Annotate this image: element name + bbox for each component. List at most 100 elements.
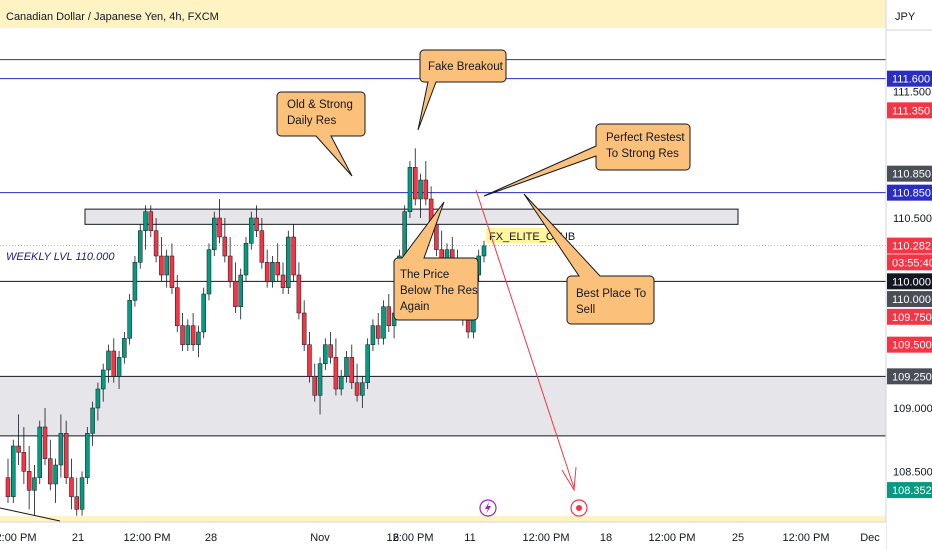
candle <box>74 477 80 516</box>
candle <box>254 205 259 237</box>
target-event-icon[interactable] <box>570 499 588 517</box>
svg-text:111.350: 111.350 <box>892 105 930 117</box>
candle <box>227 237 233 288</box>
time-tick-label: 25 <box>732 532 744 544</box>
candles-layer <box>5 148 487 516</box>
candle <box>95 382 101 421</box>
candle <box>37 420 42 484</box>
price-tick-label: 109.000 <box>893 403 932 415</box>
callout-fake-breakout[interactable]: Fake Breakout <box>417 49 507 131</box>
callout-best-place[interactable]: Best Place To Sell <box>523 193 655 325</box>
candle <box>137 224 143 269</box>
candle <box>32 465 37 516</box>
candle <box>174 275 180 332</box>
time-tick-label: 2:00 PM <box>0 532 36 544</box>
candle <box>42 408 48 465</box>
candle <box>201 287 206 339</box>
price-tick-label: 110.500 <box>893 213 932 225</box>
candle <box>217 199 222 244</box>
price-ticks-layer: 111.500 110.500 109.000 108.500 <box>893 86 932 478</box>
price-badge: 110.850 <box>887 165 932 182</box>
candle <box>79 471 85 516</box>
time-tick-label: 21 <box>72 532 84 544</box>
candle <box>412 148 418 206</box>
callout-perfect-retest-line2: To Strong Res <box>606 148 679 160</box>
sell-arrow <box>475 189 577 492</box>
price-badges-layer: 111.600 111.350 110.850 110.850 110.282 03:55… <box>887 70 932 499</box>
candle <box>212 211 217 256</box>
candle <box>286 230 291 294</box>
candle <box>249 211 254 250</box>
price-tick-label: 108.500 <box>893 466 932 478</box>
candle <box>354 363 360 402</box>
currency-label[interactable]: JPY <box>895 11 916 23</box>
candle <box>63 420 69 484</box>
candle <box>291 224 296 282</box>
candle <box>196 325 201 358</box>
candle <box>111 338 117 383</box>
callout-best-place-line2: Sell <box>576 304 595 316</box>
candle <box>381 300 386 345</box>
candle <box>127 294 132 345</box>
weekly-level-label: WEEKLY LVL 110.000 <box>6 251 115 263</box>
candle <box>148 205 154 237</box>
candle <box>344 351 349 383</box>
svg-text:110.850: 110.850 <box>892 169 931 181</box>
time-tick-label: 12:00 PM <box>648 532 695 544</box>
candle <box>53 458 58 503</box>
candle <box>275 243 280 282</box>
callout-price-below-line3: Again <box>400 301 429 313</box>
candle <box>338 370 344 396</box>
candle <box>190 313 196 351</box>
trendline-fragment <box>0 507 61 522</box>
zones-layer <box>0 208 886 436</box>
candle <box>280 262 286 294</box>
price-badge: 110.000 <box>887 273 932 290</box>
price-badge: 03:55:40 <box>887 254 932 271</box>
lightning-event-icon[interactable] <box>479 499 497 517</box>
zone-1 <box>0 376 886 436</box>
callout-old-strong-line2: Daily Res <box>287 115 336 127</box>
price-badge: 111.600 <box>887 70 932 87</box>
svg-text:110.000: 110.000 <box>892 276 931 288</box>
callout-fake-breakout-line1: Fake Breakout <box>428 61 504 73</box>
callout-old-strong[interactable]: Old & Strong Daily Res <box>276 91 366 177</box>
candle <box>270 256 275 288</box>
callout-price-below-line1: The Price <box>400 269 449 281</box>
time-tick-label: Dec <box>860 532 880 544</box>
callout-price-below[interactable]: The Price Below The Res Again <box>393 201 479 321</box>
time-tick-label: 12:00 PM <box>782 532 829 544</box>
candle <box>48 439 53 491</box>
price-badge: 110.850 <box>887 184 932 201</box>
candle <box>418 173 423 218</box>
price-badge: 109.750 <box>887 308 932 325</box>
candle <box>206 243 212 301</box>
time-tick-label: 6 <box>393 532 399 544</box>
candle <box>16 414 21 465</box>
candle <box>349 344 355 389</box>
svg-text:110.000: 110.000 <box>892 294 931 306</box>
candle <box>238 268 243 320</box>
bottom-highlight-band <box>0 516 886 522</box>
candle <box>169 243 175 294</box>
candle <box>164 249 169 288</box>
candle <box>180 313 185 351</box>
time-tick-label: 28 <box>205 532 217 544</box>
candle <box>323 338 328 370</box>
price-badge: 110.000 <box>887 291 932 308</box>
candle <box>21 427 27 484</box>
candle <box>481 240 487 263</box>
candle <box>375 313 381 345</box>
price-tick-label: 111.500 <box>893 86 931 98</box>
candle <box>5 458 11 503</box>
callout-perfect-retest[interactable]: Perfect Restest To Strong Res <box>483 123 691 197</box>
price-badge: 109.250 <box>887 368 932 385</box>
svg-text:108.352: 108.352 <box>892 485 932 497</box>
callout-perfect-retest-line1: Perfect Restest <box>606 132 685 144</box>
top-highlight-band <box>0 0 886 28</box>
candle <box>26 446 32 510</box>
time-tick-label: 12:00 PM <box>386 532 433 544</box>
candle <box>132 256 138 307</box>
